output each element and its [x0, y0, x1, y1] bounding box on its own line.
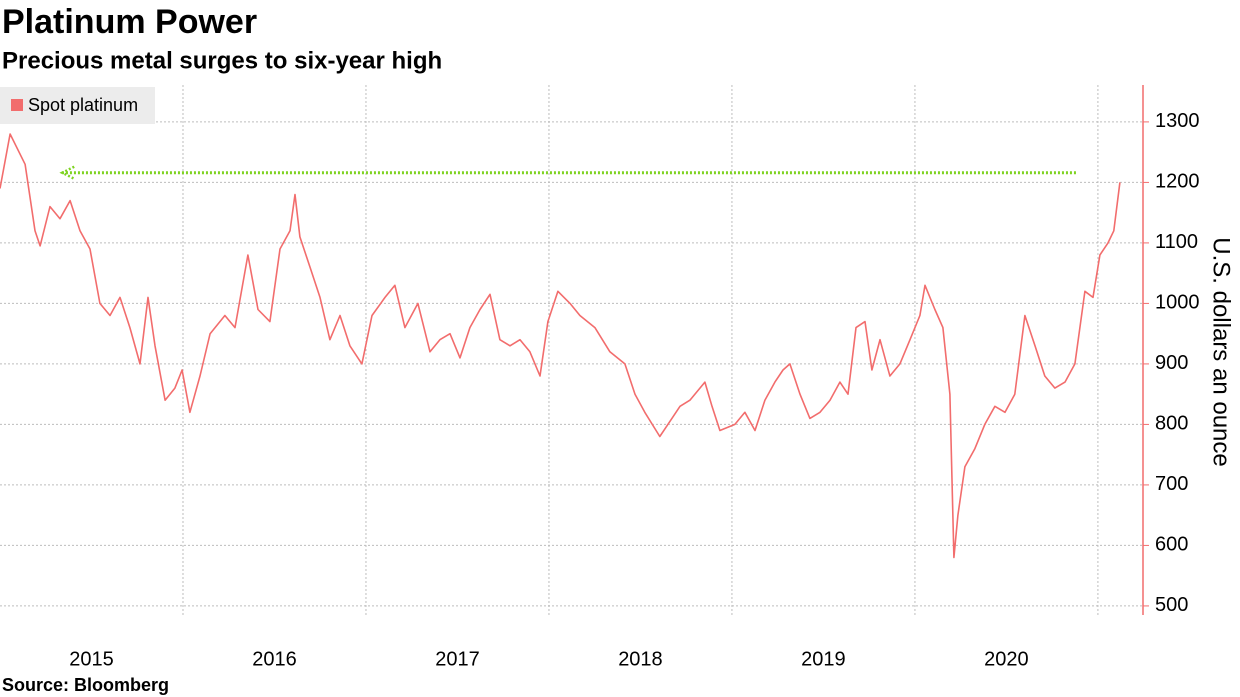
y-tick-label: 900 — [1155, 352, 1188, 374]
x-tick-label: 2016 — [252, 648, 297, 670]
x-tick-label: 2017 — [435, 648, 480, 670]
x-tick-label: 2020 — [984, 648, 1029, 670]
y-tick-label: 1200 — [1155, 171, 1200, 193]
y-tick-label: 1000 — [1155, 292, 1200, 314]
y-tick-label: 600 — [1155, 534, 1188, 556]
y-tick-label: 1300 — [1155, 110, 1200, 132]
y-tick-label: 500 — [1155, 594, 1188, 616]
source: Source: Bloomberg — [2, 675, 169, 695]
x-tick-label: 2015 — [69, 648, 114, 670]
chart-subtitle: Precious metal surges to six-year high — [2, 47, 442, 74]
legend-label: Spot platinum — [28, 95, 138, 115]
y-tick-label: 1100 — [1155, 231, 1198, 253]
arrow-head — [59, 165, 75, 180]
chart-title: Platinum Power — [2, 3, 257, 41]
y-tick-label: 700 — [1155, 473, 1188, 495]
y-tick-label: 800 — [1155, 413, 1188, 435]
legend-box — [0, 87, 155, 124]
y-axis-label: U.S. dollars an ounce — [1208, 237, 1235, 466]
x-tick-label: 2019 — [801, 648, 846, 670]
legend-swatch — [11, 99, 23, 111]
x-tick-label: 2018 — [618, 648, 663, 670]
series-line — [0, 133, 1121, 559]
